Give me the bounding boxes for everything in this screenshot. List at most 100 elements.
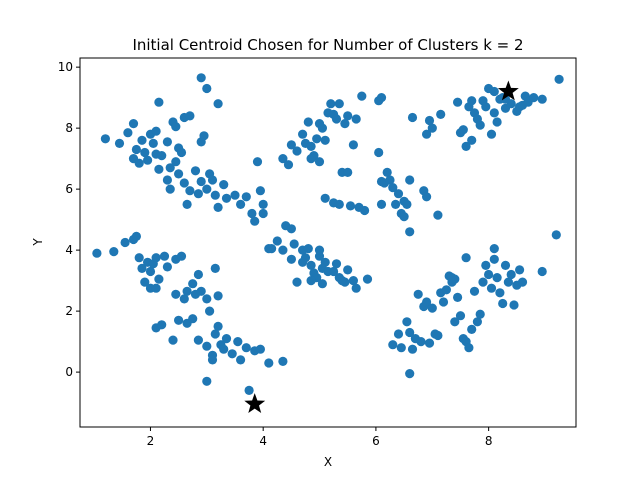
- data-point: [306, 276, 316, 286]
- data-point: [467, 96, 477, 106]
- data-point: [202, 184, 212, 194]
- data-point: [221, 193, 232, 203]
- data-point: [134, 158, 144, 168]
- data-point: [165, 163, 175, 173]
- data-point: [210, 190, 220, 200]
- data-point: [272, 236, 282, 246]
- data-point: [334, 99, 344, 109]
- data-point: [137, 135, 147, 145]
- data-point: [374, 147, 384, 158]
- data-point: [343, 265, 353, 275]
- data-point: [351, 114, 361, 124]
- data-point: [537, 94, 547, 104]
- data-point: [140, 147, 150, 158]
- data-point: [241, 192, 251, 202]
- data-point: [154, 164, 164, 174]
- data-point: [219, 180, 229, 190]
- data-point: [413, 289, 423, 299]
- data-point: [207, 355, 218, 365]
- data-point: [213, 321, 223, 331]
- data-point: [407, 344, 418, 354]
- data-point: [478, 277, 488, 287]
- data-point: [157, 151, 167, 161]
- data-point: [171, 157, 181, 167]
- data-point: [140, 277, 150, 287]
- data-point: [391, 199, 401, 209]
- data-point: [509, 300, 519, 310]
- data-point: [314, 245, 325, 255]
- data-point: [205, 306, 215, 316]
- data-point: [159, 251, 170, 261]
- data-point: [506, 269, 516, 280]
- data-point: [151, 283, 161, 293]
- data-point: [123, 128, 133, 138]
- data-point: [343, 167, 353, 177]
- data-point: [210, 329, 220, 339]
- data-point: [351, 283, 361, 293]
- data-point: [213, 99, 223, 109]
- data-point: [537, 266, 547, 277]
- data-point: [396, 343, 406, 353]
- data-point: [489, 244, 499, 254]
- y-tick-label: 2: [65, 304, 73, 318]
- data-point: [233, 337, 243, 347]
- data-point: [283, 160, 294, 170]
- data-point: [188, 314, 198, 324]
- data-point: [131, 231, 141, 241]
- data-point: [458, 125, 468, 135]
- data-point: [329, 266, 339, 277]
- data-point: [486, 283, 497, 293]
- data-point: [314, 157, 325, 167]
- data-point: [317, 279, 327, 289]
- data-point: [469, 286, 480, 296]
- data-point: [252, 157, 263, 167]
- data-point: [230, 190, 240, 200]
- data-point: [489, 108, 499, 118]
- data-point: [422, 129, 432, 139]
- data-point: [221, 334, 232, 344]
- data-point: [255, 344, 265, 354]
- data-point: [348, 140, 358, 150]
- data-point: [486, 129, 497, 139]
- data-point: [331, 259, 342, 269]
- data-point: [143, 155, 153, 165]
- data-point: [320, 257, 330, 267]
- data-point: [202, 294, 212, 304]
- data-point: [182, 286, 192, 296]
- data-point: [345, 201, 356, 211]
- data-point: [554, 74, 564, 84]
- data-point: [171, 289, 181, 299]
- data-point: [207, 175, 218, 185]
- data-point: [424, 338, 435, 348]
- y-tick-label: 6: [65, 182, 73, 196]
- x-axis-label: X: [324, 455, 332, 469]
- data-point: [92, 248, 102, 258]
- data-point: [202, 83, 212, 94]
- data-point: [154, 274, 164, 284]
- data-point: [196, 286, 206, 296]
- axes-frame: [79, 57, 577, 428]
- data-point: [340, 119, 350, 129]
- data-point: [247, 208, 257, 219]
- data-point: [422, 192, 432, 202]
- data-point: [193, 189, 203, 199]
- data-point: [236, 355, 246, 365]
- data-point: [348, 276, 358, 286]
- data-point: [286, 140, 296, 150]
- data-point: [343, 111, 353, 121]
- data-point: [298, 129, 308, 139]
- data-point: [376, 199, 387, 209]
- x-tick-label: 2: [147, 434, 155, 448]
- y-axis-label: Y: [31, 238, 45, 247]
- data-point: [292, 146, 302, 156]
- data-point: [289, 239, 299, 249]
- data-point: [278, 154, 288, 164]
- data-point: [286, 224, 296, 234]
- data-point: [162, 175, 172, 185]
- data-point: [148, 138, 158, 148]
- data-point: [551, 230, 561, 240]
- x-tick-label: 8: [485, 434, 493, 448]
- data-point: [360, 205, 370, 216]
- data-point: [176, 147, 187, 158]
- data-point: [131, 144, 141, 155]
